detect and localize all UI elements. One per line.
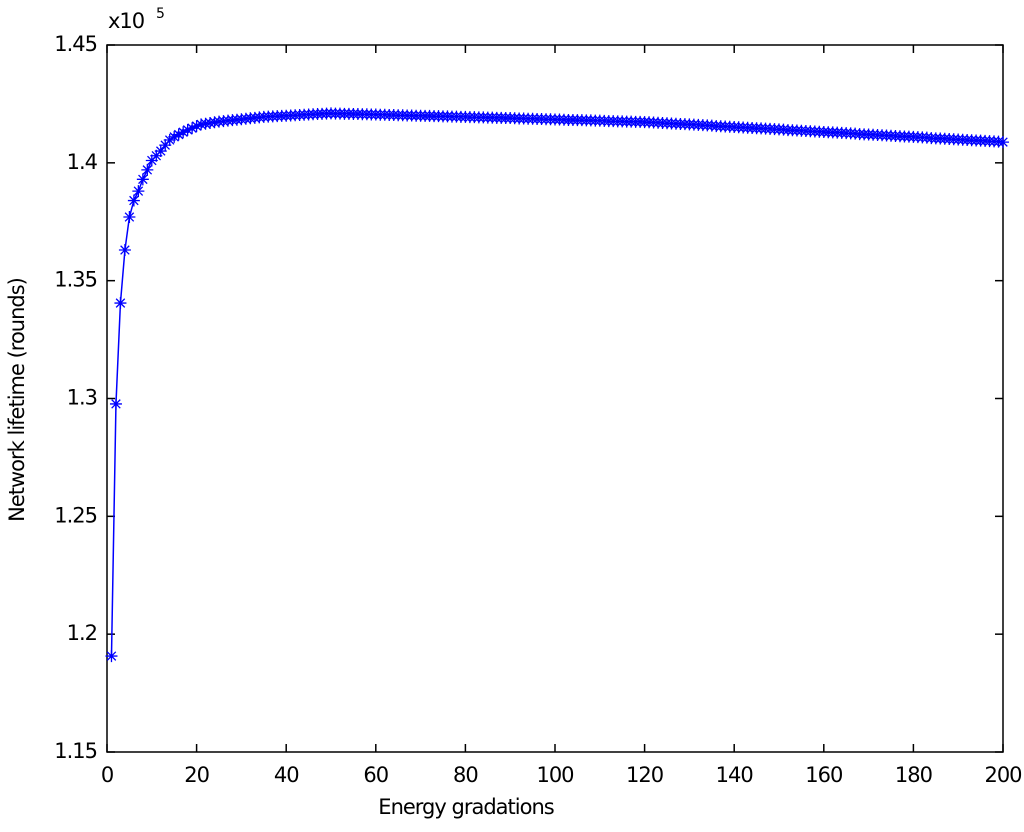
x-tick-label: 200	[984, 763, 1021, 787]
x-axis-label: Energy gradations	[378, 795, 553, 819]
asterisk-marker	[997, 136, 1009, 149]
asterisk-marker	[109, 397, 122, 410]
asterisk-marker	[195, 118, 208, 131]
asterisk-marker	[123, 211, 136, 224]
x-tick-label: 120	[626, 763, 663, 787]
x-tick-label: 160	[805, 763, 842, 787]
asterisk-marker	[127, 194, 140, 207]
y-axis-label: Network lifetime (rounds)	[5, 278, 29, 522]
y-scale-base: x10	[108, 9, 144, 33]
y-tick-label: 1.45	[54, 32, 97, 56]
x-tick-label: 0	[101, 763, 113, 787]
y-tick-label: 1.35	[54, 268, 97, 292]
asterisk-marker	[105, 650, 118, 663]
y-tick-label: 1.2	[67, 621, 97, 645]
x-tick-label: 100	[536, 763, 573, 787]
x-tick-label: 40	[274, 763, 299, 787]
plot-frame	[106, 44, 1004, 753]
x-tick-label: 60	[363, 763, 388, 787]
asterisk-marker	[159, 139, 172, 152]
y-scale-power: 5	[156, 6, 164, 22]
asterisk-marker	[199, 117, 212, 130]
x-tick-label: 180	[895, 763, 932, 787]
asterisk-marker	[168, 130, 181, 143]
asterisk-marker	[190, 120, 203, 133]
y-tick-label: 1.25	[54, 503, 97, 527]
asterisk-marker	[132, 185, 145, 198]
x-tick-label: 20	[184, 763, 209, 787]
asterisk-marker	[181, 123, 194, 136]
asterisk-marker	[118, 244, 131, 257]
asterisk-marker	[204, 117, 217, 130]
y-tick-label: 1.3	[67, 386, 97, 410]
asterisk-marker	[177, 126, 190, 139]
asterisk-marker	[145, 154, 158, 167]
asterisk-marker	[150, 149, 163, 162]
asterisk-marker	[114, 297, 127, 310]
asterisk-marker	[136, 173, 149, 186]
x-tick-label: 80	[453, 763, 478, 787]
asterisk-marker	[186, 122, 199, 135]
y-tick-label: 1.15	[54, 739, 97, 763]
asterisk-marker	[172, 128, 185, 141]
asterisk-marker	[154, 145, 167, 158]
y-tick-label: 1.4	[67, 150, 98, 174]
x-tick-label: 140	[716, 763, 753, 787]
asterisk-marker	[163, 133, 176, 146]
asterisk-marker	[208, 116, 221, 129]
asterisk-marker	[141, 163, 154, 176]
